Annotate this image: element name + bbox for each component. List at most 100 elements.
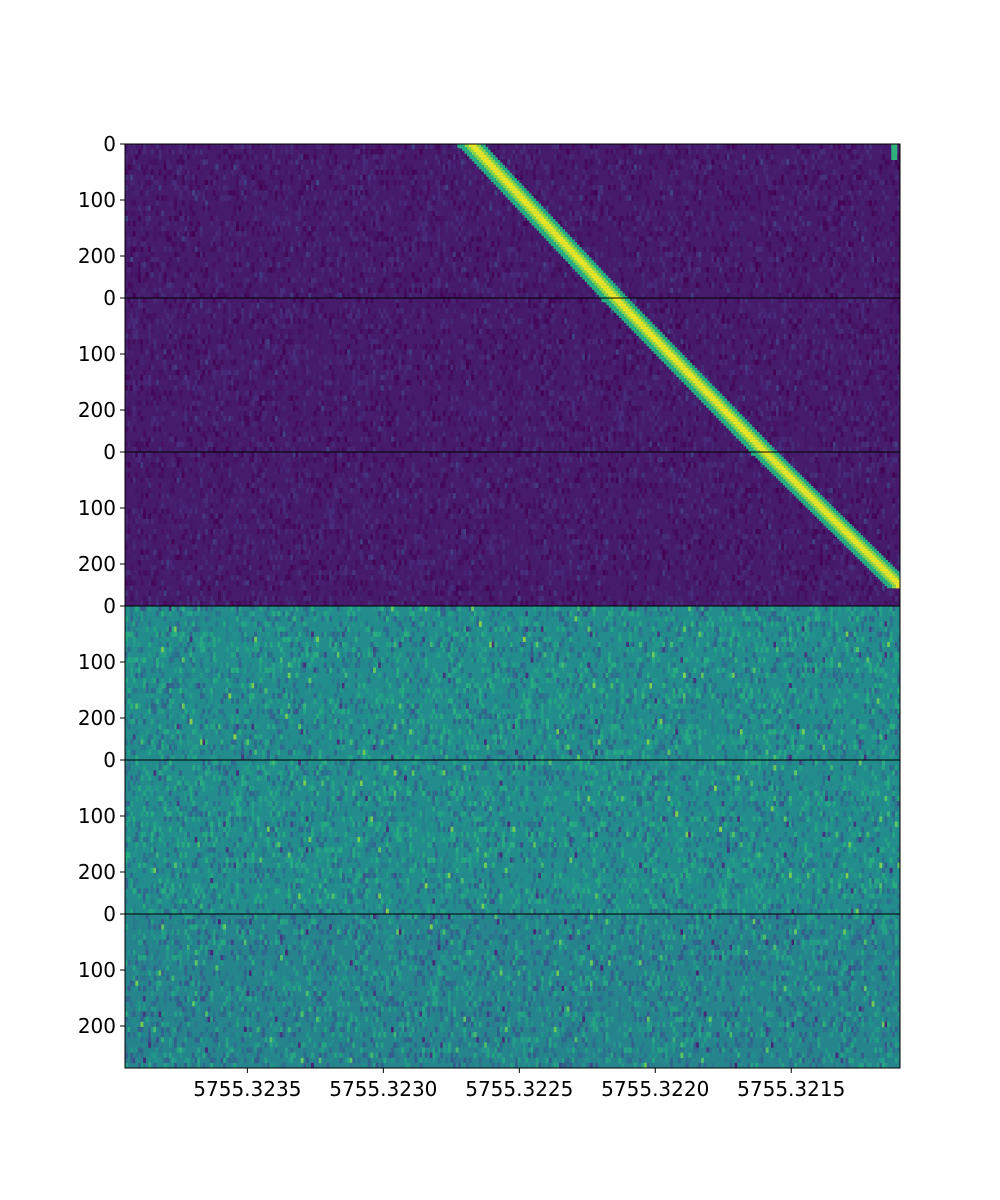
noise-cell bbox=[277, 215, 281, 222]
noise-cell bbox=[127, 318, 131, 324]
noise-cell bbox=[737, 313, 741, 319]
noise-cell bbox=[137, 262, 141, 268]
noise-cell bbox=[590, 149, 593, 155]
noise-cell bbox=[385, 318, 389, 324]
noise-cell bbox=[442, 149, 446, 155]
noise-cell bbox=[670, 323, 673, 330]
noise-cell bbox=[517, 282, 521, 289]
noise-cell bbox=[881, 262, 885, 268]
noise-cell bbox=[796, 200, 800, 206]
noise-cell bbox=[179, 226, 183, 232]
noise-cell bbox=[595, 195, 599, 201]
noise-cell bbox=[447, 159, 451, 165]
noise-cell bbox=[745, 190, 748, 196]
noise-cell bbox=[290, 159, 294, 165]
noise-cell bbox=[130, 251, 134, 258]
noise-cell bbox=[393, 298, 397, 304]
noise-cell bbox=[559, 190, 562, 196]
noise-cell bbox=[719, 303, 723, 309]
noise-cell bbox=[295, 251, 299, 258]
noise-cell bbox=[822, 323, 826, 330]
noise-cell bbox=[148, 298, 152, 304]
noise-cell bbox=[515, 303, 518, 309]
noise-cell bbox=[812, 179, 816, 186]
noise-cell bbox=[360, 246, 363, 253]
noise-cell bbox=[409, 164, 413, 170]
noise-cell bbox=[326, 221, 330, 227]
noise-cell bbox=[435, 226, 438, 232]
noise-cell bbox=[786, 287, 790, 294]
noise-cell bbox=[409, 241, 413, 247]
noise-cell bbox=[362, 154, 366, 160]
noise-cell bbox=[509, 272, 513, 278]
noise-cell bbox=[737, 287, 741, 294]
noise-cell bbox=[404, 200, 407, 206]
noise-cell bbox=[662, 215, 666, 222]
noise-cell bbox=[295, 159, 299, 165]
noise-cell bbox=[693, 169, 697, 176]
noise-cell bbox=[491, 251, 495, 258]
signal-track-segment bbox=[579, 262, 588, 267]
noise-cell bbox=[528, 308, 531, 314]
noise-cell bbox=[419, 205, 423, 212]
noise-cell bbox=[218, 154, 221, 160]
noise-cell bbox=[331, 313, 335, 319]
noise-cell bbox=[884, 210, 888, 217]
noise-cell bbox=[218, 292, 221, 299]
noise-cell bbox=[466, 154, 469, 160]
noise-cell bbox=[323, 159, 327, 165]
noise-cell bbox=[334, 292, 338, 299]
noise-cell bbox=[675, 195, 679, 201]
noise-cell bbox=[261, 164, 265, 170]
noise-cell bbox=[137, 267, 141, 273]
noise-cell bbox=[362, 231, 366, 237]
noise-cell bbox=[259, 272, 263, 278]
noise-cell bbox=[667, 169, 671, 176]
noise-cell bbox=[571, 185, 575, 191]
noise-cell bbox=[236, 169, 239, 176]
noise-cell bbox=[874, 174, 878, 181]
noise-cell bbox=[287, 185, 291, 191]
noise-cell bbox=[887, 195, 890, 201]
noise-cell bbox=[819, 174, 823, 181]
noise-cell bbox=[391, 313, 394, 319]
noise-cell bbox=[788, 313, 792, 319]
noise-cell bbox=[411, 318, 415, 324]
noise-cell bbox=[819, 251, 823, 258]
noise-cell bbox=[192, 267, 196, 273]
noise-cell bbox=[318, 164, 322, 170]
noise-cell bbox=[680, 256, 684, 263]
noise-cell bbox=[517, 298, 521, 304]
noise-cell bbox=[187, 174, 190, 181]
noise-cell bbox=[832, 226, 836, 232]
noise-cell bbox=[458, 241, 462, 247]
noise-cell bbox=[757, 277, 761, 283]
noise-cell bbox=[881, 154, 885, 160]
noise-cell bbox=[261, 298, 265, 304]
noise-cell bbox=[236, 195, 239, 201]
noise-cell bbox=[463, 169, 467, 176]
noise-cell bbox=[874, 323, 878, 330]
noise-cell bbox=[858, 144, 862, 150]
noise-cell bbox=[478, 205, 482, 212]
noise-cell bbox=[184, 190, 188, 196]
noise-cell bbox=[148, 292, 152, 299]
signal-track-segment bbox=[543, 224, 552, 229]
noise-cell bbox=[721, 313, 725, 319]
noise-cell bbox=[721, 190, 725, 196]
noise-cell bbox=[861, 308, 865, 314]
noise-cell bbox=[163, 262, 167, 268]
noise-cell bbox=[241, 226, 245, 232]
noise-cell bbox=[280, 179, 283, 186]
noise-cell bbox=[225, 256, 229, 263]
noise-cell bbox=[127, 267, 131, 273]
noise-cell bbox=[613, 256, 617, 263]
noise-cell bbox=[497, 256, 500, 263]
noise-cell bbox=[212, 308, 216, 314]
noise-cell bbox=[411, 272, 415, 278]
noise-cell bbox=[659, 179, 663, 186]
noise-cell bbox=[708, 179, 712, 186]
noise-cell bbox=[794, 262, 797, 268]
noise-cell bbox=[497, 251, 500, 258]
noise-cell bbox=[130, 215, 134, 222]
